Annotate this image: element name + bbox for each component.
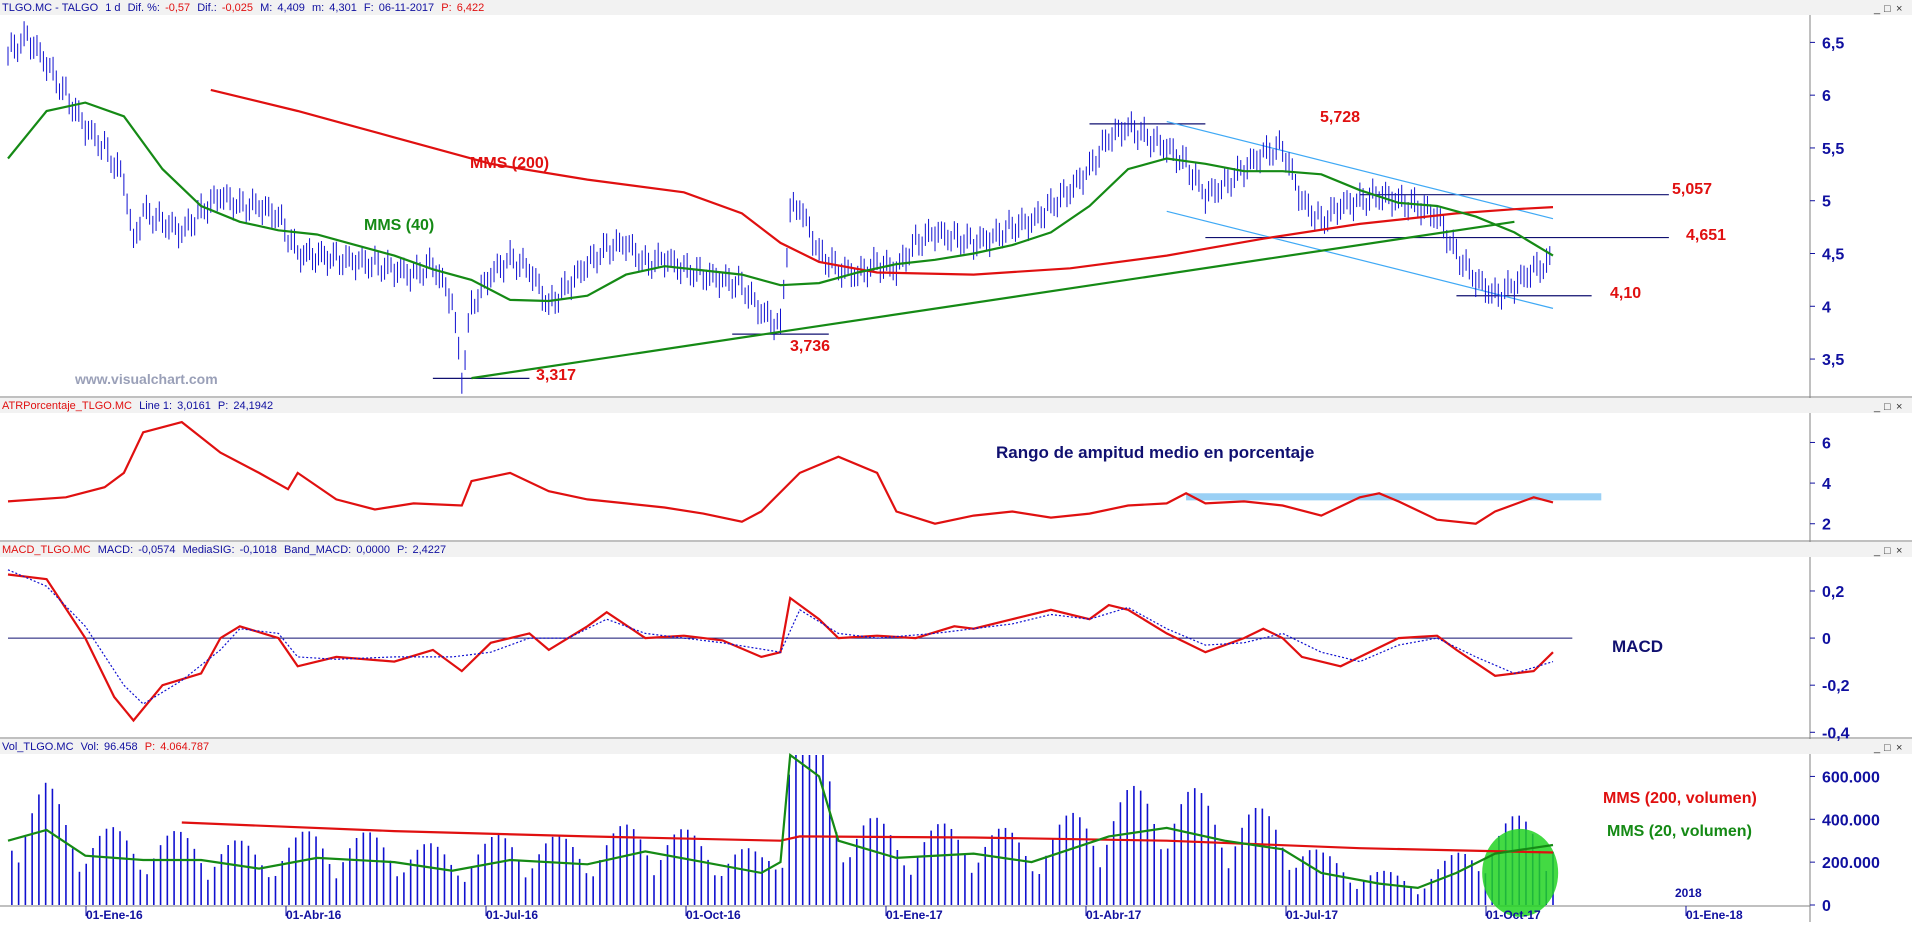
channel-line-0 xyxy=(1166,120,1554,220)
volume-header: Vol_TLGO.MC Vol: 96.458 P: 4.064.787 xyxy=(0,739,1912,754)
y-tick-label: 0,2 xyxy=(1822,584,1844,601)
label-5728: 5,728 xyxy=(1320,109,1360,126)
minimize-icon[interactable]: _ xyxy=(1873,3,1881,15)
y-tick-label: -0,4 xyxy=(1822,725,1850,742)
minimize-icon[interactable]: _ xyxy=(1873,742,1881,754)
x-tick-label: 01-Ene-16 xyxy=(86,908,143,922)
x-tick-label: 01-Oct-17 xyxy=(1486,908,1541,922)
watermark: www.visualchart.com xyxy=(74,371,218,387)
y-tick-label: 6,5 xyxy=(1822,35,1844,52)
y-tick-label: -0,2 xyxy=(1822,678,1850,695)
window-controls[interactable]: _ □ × _ □ × _ □ × _ □ × xyxy=(1873,3,1902,754)
atr-header: ATRPorcentaje_TLGO.MC Line 1: 3,0161 P: … xyxy=(0,398,1912,413)
label-3736: 3,736 xyxy=(790,338,830,355)
label-5057: 5,057 xyxy=(1672,181,1712,198)
atr-title: Rango de ampitud medio en porcentaje xyxy=(996,443,1314,462)
label-3317: 3,317 xyxy=(536,367,576,384)
maximize-icon[interactable]: □ xyxy=(1884,3,1891,15)
y-tick-label: 4,5 xyxy=(1822,247,1844,264)
svg-text:Vol_TLGO.MC Vol:: Vol_TLGO.MC Vol: 96.458 P: 4.064.787 xyxy=(2,741,209,753)
volume-series-0 xyxy=(181,821,1554,854)
symbol-label: TLGO.MC - TALGO xyxy=(2,2,99,14)
close-icon[interactable]: × xyxy=(1896,3,1902,15)
x-tick-label: 01-Abr-16 xyxy=(286,908,342,922)
minimize-icon[interactable]: _ xyxy=(1873,545,1881,557)
x-tick-label: 01-Ene-17 xyxy=(886,908,943,922)
y-tick-label: 6 xyxy=(1822,435,1831,452)
close-icon[interactable]: × xyxy=(1896,401,1902,413)
macd-series-0 xyxy=(7,573,1554,723)
y-tick-label: 400.000 xyxy=(1822,812,1880,829)
y-tick-label: 4 xyxy=(1822,476,1831,493)
y-tick-label: 0 xyxy=(1822,898,1831,915)
y-tick-label: 4 xyxy=(1822,299,1831,316)
close-icon[interactable]: × xyxy=(1896,742,1902,754)
y-tick-label: 6 xyxy=(1822,88,1831,105)
annotation-vol20: MMS (20, volumen) xyxy=(1607,823,1752,840)
svg-text:MACD_TLGO.MC MACD:: MACD_TLGO.MC MACD: -0,0574 MediaSIG: -0,… xyxy=(2,544,446,556)
y-tick-label: 5,5 xyxy=(1822,141,1844,158)
macd-series-1 xyxy=(7,569,1554,705)
year-marker: 2018 xyxy=(1675,886,1702,900)
svg-text:TLGO.MC - TALGO 1 d: TLGO.MC - TALGO 1 d Dif. %: -0,57 Dif.: … xyxy=(2,2,484,14)
y-tick-label: 3,5 xyxy=(1822,352,1844,369)
macd-header: MACD_TLGO.MC MACD: -0,0574 MediaSIG: -0,… xyxy=(0,542,1912,557)
volume-highlight xyxy=(1482,828,1559,917)
close-icon[interactable]: × xyxy=(1896,545,1902,557)
x-tick-label: 01-Jul-16 xyxy=(486,908,538,922)
x-tick-label: 01-Oct-16 xyxy=(686,908,741,922)
label-4651: 4,651 xyxy=(1686,227,1726,244)
price-series-0 xyxy=(210,88,1554,276)
maximize-icon[interactable]: □ xyxy=(1884,545,1891,557)
minimize-icon[interactable]: _ xyxy=(1873,401,1881,413)
y-tick-label: 200.000 xyxy=(1822,855,1880,872)
y-tick-label: 5 xyxy=(1822,194,1831,211)
x-tick-label: 01-Abr-17 xyxy=(1086,908,1142,922)
x-tick-label: 01-Jul-17 xyxy=(1286,908,1338,922)
maximize-icon[interactable]: □ xyxy=(1884,742,1891,754)
svg-text:ATRPorcentaje_TLGO.MC: ATRPorcentaje_TLGO.MC Line 1: 3,0161 P: … xyxy=(2,400,273,412)
maximize-icon[interactable]: □ xyxy=(1884,401,1891,413)
price-series-1 xyxy=(7,101,1554,303)
x-tick-label: 01-Ene-18 xyxy=(1686,908,1743,922)
annotation-mms200: MMS (200) xyxy=(470,155,549,172)
y-tick-label: 2 xyxy=(1822,517,1831,534)
atr-highlight-band xyxy=(1186,493,1602,501)
price-series-3 xyxy=(471,220,1515,380)
y-tick-label: 0 xyxy=(1822,631,1831,648)
atr-series-0 xyxy=(7,420,1554,525)
annotation-vol200: MMS (200, volumen) xyxy=(1603,790,1757,807)
annotation-mms40: MMS (40) xyxy=(364,217,434,234)
y-tick-label: 600.000 xyxy=(1822,769,1880,786)
macd-title: MACD xyxy=(1612,637,1663,656)
volume-series-1 xyxy=(7,752,1554,890)
price-header: TLGO.MC - TALGO 1 d Dif. %: -0,57 Dif.: … xyxy=(0,0,1912,15)
label-410: 4,10 xyxy=(1610,285,1641,302)
